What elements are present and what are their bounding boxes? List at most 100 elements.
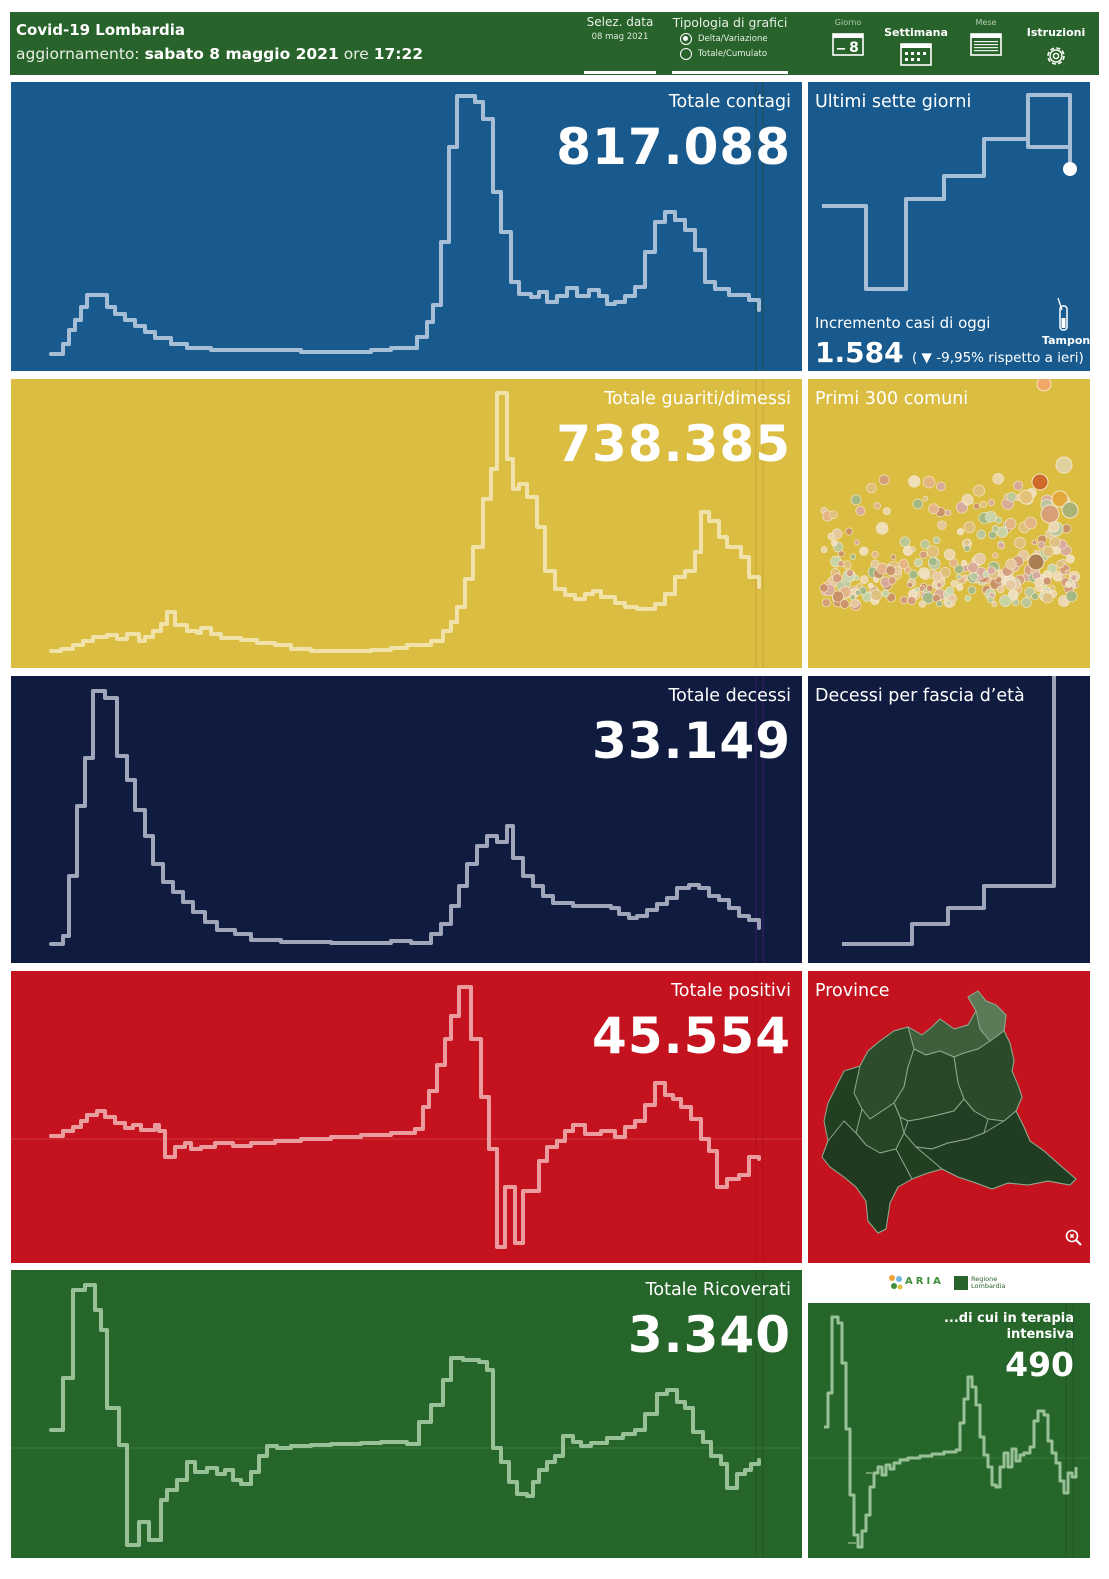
comune-bubble — [837, 560, 845, 568]
ricoverati-value: 3.340 — [627, 1306, 791, 1364]
decessi-chart — [49, 676, 764, 963]
panel-province[interactable]: Province — [808, 971, 1090, 1263]
comune-bubble — [919, 550, 928, 559]
test-tube-icon[interactable] — [1055, 296, 1069, 332]
date-selector[interactable]: Selez. data 08 mag 2021 — [584, 15, 656, 74]
calendar-week-icon — [900, 43, 932, 66]
date-selector-label: Selez. data — [586, 15, 654, 29]
comune-bubble — [910, 546, 916, 553]
comune-bubble — [961, 493, 974, 506]
comune-bubble — [855, 505, 866, 516]
comune-bubble — [1042, 576, 1052, 586]
panel-primi-300-comuni[interactable]: Primi 300 comuni — [808, 379, 1090, 668]
comune-bubble — [1056, 560, 1065, 569]
panel-guariti[interactable]: Totale guariti/dimessi 738.385 — [11, 379, 802, 668]
comune-bubble — [976, 529, 987, 540]
radio-totale[interactable]: Totale/Cumulato — [680, 48, 788, 60]
comune-bubble — [937, 520, 947, 530]
comune-bubble — [878, 474, 890, 486]
giorno-button[interactable]: Giorno 8 — [813, 15, 883, 74]
date-selector-value[interactable]: 08 mag 2021 — [591, 32, 649, 42]
comune-bubble — [960, 559, 968, 567]
comune-bubble — [1053, 573, 1062, 582]
comune-bubble — [1006, 491, 1017, 503]
terapia-title: ...di cui in terapia intensiva — [943, 1311, 1074, 1342]
comune-bubble — [855, 589, 862, 596]
comune-bubble — [1070, 574, 1078, 581]
regione-logo-text: Regione Lombardia — [971, 1275, 1006, 1290]
comune-bubble — [842, 560, 852, 570]
comune-bubble — [854, 539, 860, 546]
update-line: aggiornamento: sabato 8 maggio 2021 ore … — [16, 45, 423, 63]
comune-bubble — [1031, 592, 1039, 601]
comune-bubble — [1049, 536, 1061, 548]
comune-bubble — [987, 499, 995, 507]
comune-bubble — [986, 566, 996, 575]
comune-bubble — [987, 596, 994, 604]
comune-bubble — [999, 594, 1012, 607]
zoom-icon[interactable] — [1065, 1229, 1083, 1247]
tamponi-button[interactable]: Tamponi — [1042, 334, 1090, 347]
comune-bubble — [890, 554, 897, 560]
panel-terapia-intensiva[interactable]: ...di cui in terapia intensiva 490 — [808, 1303, 1090, 1558]
comune-bubble — [967, 586, 977, 595]
comune-bubble — [969, 572, 979, 581]
panel-decessi[interactable]: Totale decessi 33.149 — [11, 676, 802, 963]
chart-type-selector: Tipologia di grafici Delta/Variazione To… — [672, 15, 788, 74]
dashboard-header: Covid-19 Lombardia aggiornamento: sabato… — [10, 12, 1099, 75]
increment-label: Incremento casi di oggi — [815, 314, 991, 332]
ultimi-chart — [822, 93, 1077, 291]
chart-type-label: Tipologia di grafici — [672, 15, 788, 30]
comune-bubble — [918, 600, 927, 608]
comune-bubble — [819, 583, 829, 593]
comune-bubble — [907, 596, 917, 606]
comune-bubble — [845, 527, 854, 536]
comune-bubble — [830, 539, 838, 547]
comune-bubble — [956, 583, 964, 591]
comune-bubble — [992, 552, 999, 559]
comune-bubble — [1037, 541, 1046, 550]
comune-bubble — [885, 565, 896, 576]
istruzioni-button[interactable]: Istruzioni — [1021, 15, 1091, 74]
comune-bubble — [1005, 558, 1017, 570]
comune-bubble-large — [1055, 456, 1073, 474]
comune-bubble — [827, 532, 835, 540]
radio-totale-icon[interactable] — [680, 48, 692, 60]
comune-bubble — [950, 580, 959, 588]
comune-bubble — [899, 536, 911, 548]
comune-bubble-large — [1036, 379, 1052, 392]
comune-bubble — [839, 599, 850, 609]
comune-bubble — [914, 587, 920, 593]
comune-bubble — [928, 556, 938, 567]
comune-bubble-large — [1061, 501, 1079, 519]
panel-positivi[interactable]: Totale positivi 45.554 — [11, 971, 802, 1263]
comune-bubble — [1041, 592, 1054, 604]
settimana-button[interactable]: Settimana — [881, 15, 951, 74]
comune-bubble — [954, 564, 964, 575]
comune-bubble — [866, 482, 877, 494]
panel-decessi-eta[interactable]: Decessi per fascia d’età — [808, 676, 1090, 963]
radio-delta[interactable]: Delta/Variazione — [680, 33, 788, 45]
comune-bubble — [926, 545, 939, 558]
panel-ricoverati[interactable]: Totale Ricoverati 3.340 — [11, 1270, 802, 1558]
comune-bubble — [991, 600, 998, 607]
update-date: sabato 8 maggio 2021 — [144, 45, 339, 63]
comune-bubble — [936, 481, 946, 492]
province-map[interactable] — [808, 971, 1090, 1263]
guariti-chart — [49, 379, 764, 668]
update-prefix: aggiornamento: — [16, 45, 140, 63]
comune-bubble — [1031, 539, 1038, 546]
comune-bubble — [996, 585, 1005, 594]
comune-bubble — [887, 576, 897, 585]
comune-bubble — [967, 561, 979, 574]
comune-bubble — [918, 585, 926, 592]
panel-ultimi-sette-giorni[interactable]: Ultimi sette giorni Incremento casi di o… — [808, 82, 1090, 371]
logos-bar: ARIA Regione Lombardia — [808, 1271, 1099, 1299]
comune-bubble — [1020, 597, 1032, 608]
mese-button[interactable]: Mese — [951, 15, 1021, 74]
comune-bubble — [870, 589, 883, 601]
radio-delta-icon[interactable] — [680, 33, 692, 45]
comune-bubble — [973, 552, 986, 565]
panel-contagi[interactable]: Totale contagi 817.088 — [11, 82, 802, 371]
comune-bubble — [964, 595, 972, 602]
